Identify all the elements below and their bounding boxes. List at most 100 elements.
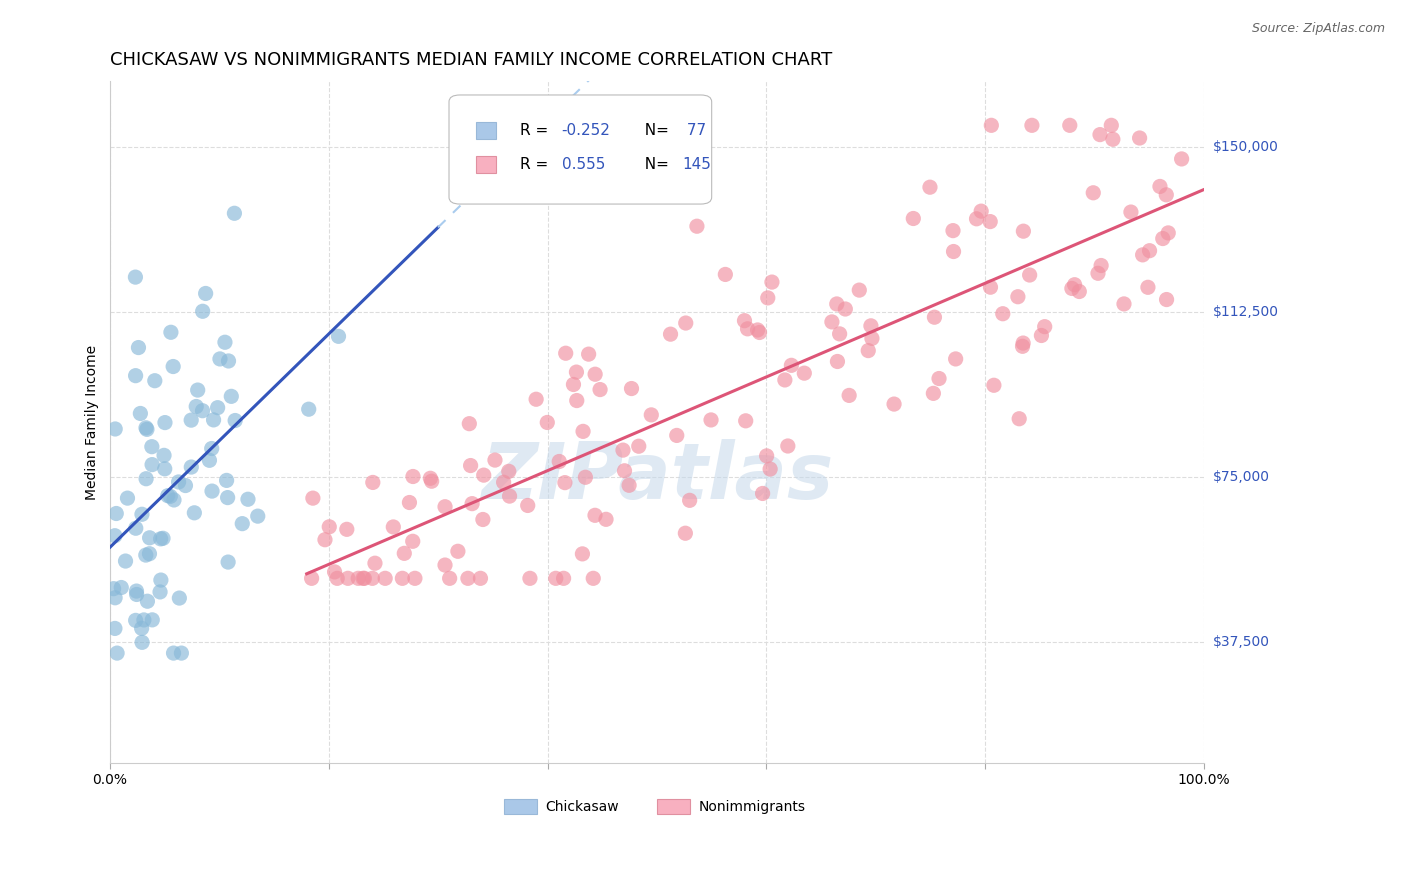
Point	[544, 571, 567, 585]
Text: 0.555: 0.555	[562, 157, 605, 172]
Point	[883, 397, 905, 411]
Point	[979, 280, 1001, 294]
Point	[318, 520, 340, 534]
Point	[131, 621, 153, 635]
Point	[1156, 187, 1178, 202]
Point	[326, 571, 349, 585]
Point	[162, 646, 184, 660]
Point	[714, 268, 737, 282]
Text: $112,500: $112,500	[1212, 305, 1278, 319]
Point	[848, 283, 870, 297]
Point	[1031, 328, 1053, 343]
Point	[402, 469, 425, 483]
Point	[942, 224, 965, 238]
Point	[136, 594, 159, 608]
Text: ZIPatlas: ZIPatlas	[481, 439, 834, 515]
Point	[860, 331, 883, 345]
Point	[1018, 268, 1040, 282]
Point	[191, 304, 214, 318]
Point	[180, 413, 202, 427]
Point	[759, 462, 782, 476]
Point	[828, 326, 851, 341]
Point	[347, 571, 370, 585]
Point	[328, 329, 350, 343]
Point	[980, 119, 1002, 133]
Point	[595, 512, 617, 526]
Point	[207, 401, 229, 415]
Point	[124, 614, 146, 628]
Point	[918, 180, 941, 194]
Point	[945, 351, 967, 366]
Point	[773, 373, 796, 387]
Point	[117, 491, 139, 505]
Point	[314, 533, 336, 547]
Point	[162, 359, 184, 374]
Point	[135, 548, 157, 562]
Point	[617, 478, 640, 492]
Point	[1063, 277, 1085, 292]
Point	[827, 354, 849, 368]
Point	[215, 474, 238, 488]
Point	[460, 458, 482, 473]
Point	[214, 335, 236, 350]
Point	[553, 571, 575, 585]
Point	[398, 495, 420, 509]
Point	[149, 585, 172, 599]
Point	[187, 383, 209, 397]
Point	[105, 507, 128, 521]
Point	[979, 214, 1001, 228]
Point	[132, 613, 155, 627]
Point	[420, 474, 443, 488]
Point	[519, 571, 541, 585]
Point	[793, 366, 815, 380]
Point	[131, 508, 153, 522]
Point	[548, 454, 571, 468]
Point	[1112, 297, 1135, 311]
Point	[124, 368, 146, 383]
Point	[461, 497, 484, 511]
Point	[104, 622, 127, 636]
Point	[821, 315, 844, 329]
Point	[1157, 226, 1180, 240]
Point	[1033, 319, 1056, 334]
Point	[583, 508, 606, 523]
Point	[149, 532, 172, 546]
Point	[439, 571, 461, 585]
Point	[129, 407, 152, 421]
Point	[404, 571, 426, 585]
Point	[434, 558, 457, 572]
Point	[1007, 290, 1029, 304]
Point	[983, 378, 1005, 392]
Point	[457, 571, 479, 585]
Point	[1139, 244, 1161, 258]
Point	[1132, 248, 1154, 262]
Point	[302, 491, 325, 505]
Point	[163, 492, 186, 507]
Point	[1012, 224, 1035, 238]
Point	[1129, 131, 1152, 145]
Point	[640, 408, 662, 422]
Point	[336, 571, 359, 585]
Point	[991, 307, 1014, 321]
Point	[202, 413, 225, 427]
Point	[434, 500, 457, 514]
Point	[1087, 266, 1109, 280]
Point	[298, 402, 321, 417]
FancyBboxPatch shape	[449, 95, 711, 204]
Point	[1069, 285, 1091, 299]
Point	[472, 468, 495, 483]
Point	[498, 464, 520, 478]
Point	[922, 386, 945, 401]
Point	[751, 486, 773, 500]
Point	[858, 343, 880, 358]
Text: R =: R =	[520, 123, 554, 138]
Point	[153, 462, 176, 476]
Point	[135, 472, 157, 486]
Point	[1012, 336, 1035, 351]
Point	[780, 359, 803, 373]
Point	[470, 571, 492, 585]
Point	[562, 377, 585, 392]
Point	[174, 478, 197, 492]
Point	[141, 458, 163, 472]
Point	[221, 389, 243, 403]
